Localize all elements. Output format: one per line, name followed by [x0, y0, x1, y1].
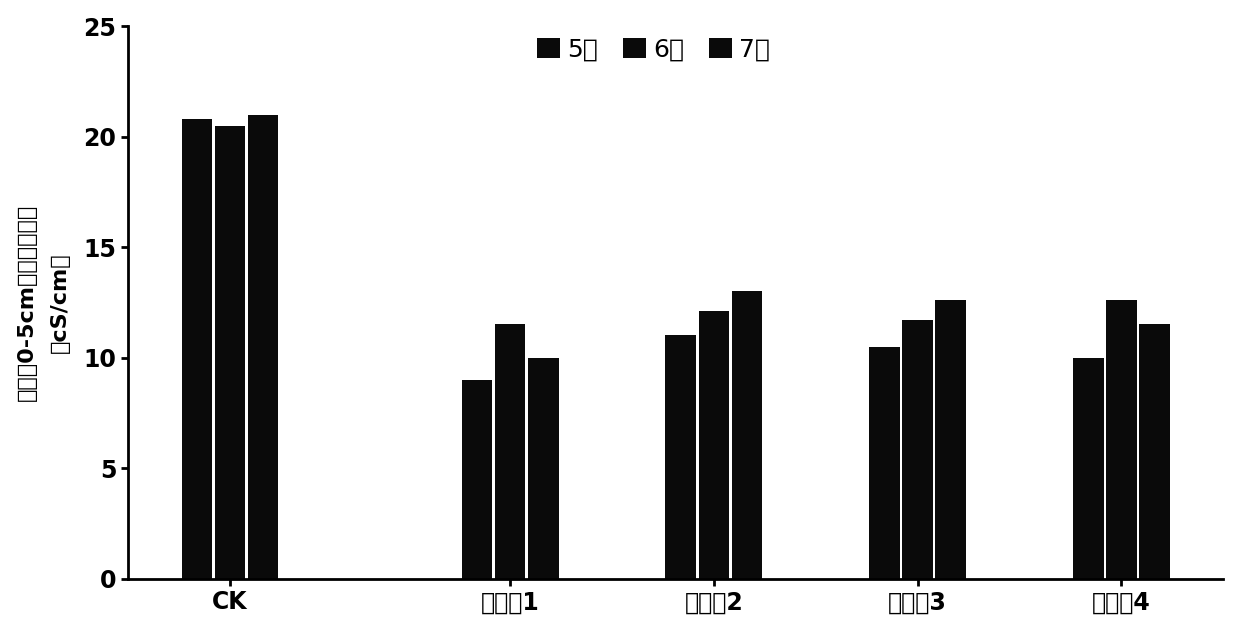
Bar	[1140, 324, 1169, 579]
Bar	[181, 119, 212, 579]
Legend: 5月, 6月, 7月: 5月, 6月, 7月	[527, 28, 780, 72]
Bar	[666, 336, 696, 579]
Y-axis label: 表层（0-5cm）土壤电导率
（cS/cm）: 表层（0-5cm）土壤电导率 （cS/cm）	[16, 204, 69, 401]
Bar	[215, 126, 246, 579]
Bar	[495, 324, 526, 579]
Bar	[869, 346, 900, 579]
Bar	[528, 358, 558, 579]
Bar	[935, 300, 966, 579]
Bar	[461, 380, 492, 579]
Bar	[248, 115, 278, 579]
Bar	[732, 292, 763, 579]
Bar	[903, 320, 932, 579]
Bar	[698, 311, 729, 579]
Bar	[1073, 358, 1104, 579]
Bar	[1106, 300, 1137, 579]
